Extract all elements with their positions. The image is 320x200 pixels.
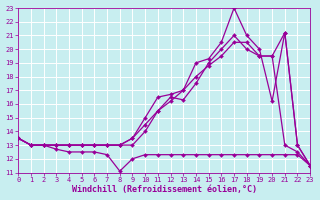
X-axis label: Windchill (Refroidissement éolien,°C): Windchill (Refroidissement éolien,°C) [72,185,257,194]
